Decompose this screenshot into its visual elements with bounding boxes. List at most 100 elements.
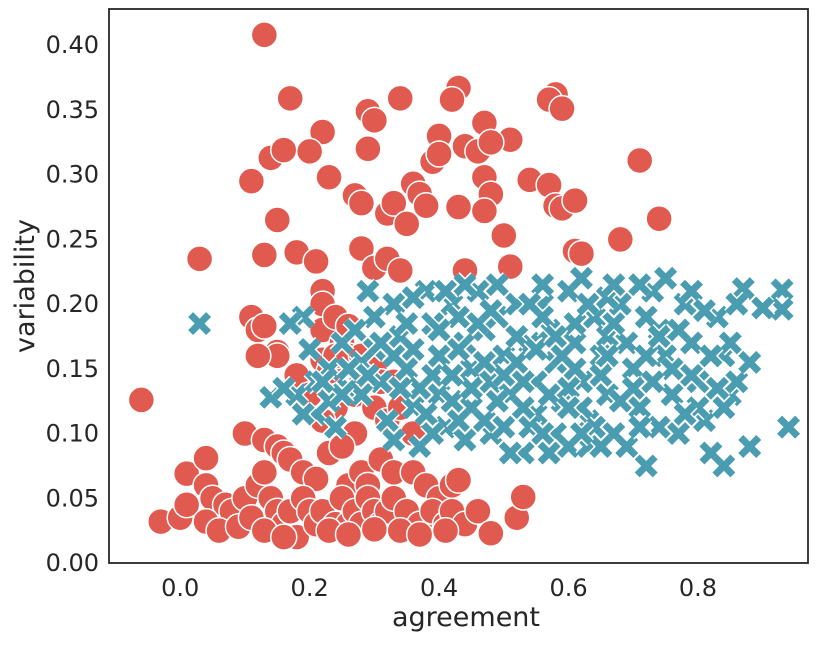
y-tick-label: 0.05 [46, 484, 99, 512]
data-point-cross [400, 285, 426, 311]
data-point-cross [724, 291, 750, 317]
data-point-cross [510, 369, 536, 395]
data-point-circle [192, 444, 220, 472]
data-point-cross [504, 323, 530, 350]
data-point-cross [452, 272, 478, 298]
data-point-circle [548, 94, 576, 123]
data-point-circle [360, 515, 389, 544]
data-point-cross [277, 311, 303, 337]
data-point-circle [263, 206, 292, 234]
data-point-cross [348, 382, 374, 408]
data-point-cross [420, 421, 446, 447]
data-point-cross [439, 362, 465, 388]
data-point-cross [672, 401, 698, 427]
data-point-cross [717, 330, 743, 356]
data-point-circle [380, 189, 408, 217]
data-point-cross [653, 265, 679, 291]
data-point-cross [355, 278, 381, 304]
data-point-cross [445, 304, 472, 330]
data-point-circle [470, 197, 499, 225]
data-point-cross [601, 311, 627, 337]
x-tick-label: 0.0 [161, 574, 199, 602]
data-point-cross [458, 375, 484, 401]
data-point-cross [335, 356, 362, 382]
data-point-cross [374, 408, 400, 434]
data-point-cross [439, 388, 465, 414]
data-point-cross [497, 440, 523, 466]
data-point-cross [536, 440, 562, 466]
y-axis-label: variability [10, 219, 41, 353]
data-point-circle [185, 245, 214, 273]
data-point-circle [334, 520, 363, 549]
data-point-cross [394, 311, 420, 337]
y-tick-label: 0.10 [46, 420, 99, 448]
data-point-cross [530, 272, 556, 298]
x-axis-ticks: 0.0 0.2 0.4 0.6 0.8 [161, 574, 717, 602]
data-point-cross [659, 356, 685, 382]
data-point-cross [510, 395, 536, 421]
x-tick-label: 0.2 [291, 574, 329, 602]
data-point-cross [678, 362, 705, 388]
data-point-cross [594, 343, 620, 369]
data-point-cross [627, 414, 653, 440]
data-point-circle [302, 465, 330, 493]
data-point-cross [633, 453, 659, 479]
data-point-cross [433, 278, 459, 304]
data-point-cross [297, 336, 323, 362]
data-point-cross [445, 408, 472, 434]
data-point-circle [360, 106, 389, 135]
data-point-circle [496, 252, 525, 281]
data-point-circle [250, 458, 279, 487]
data-point-circle [444, 466, 473, 494]
data-point-circle [244, 342, 272, 370]
x-axis-label: agreement [392, 602, 540, 633]
data-point-cross [426, 317, 452, 343]
data-point-cross [588, 362, 614, 388]
data-point-cross [691, 298, 717, 324]
data-point-cross [484, 388, 510, 414]
data-point-circle [315, 163, 343, 192]
data-point-circle [270, 523, 298, 551]
data-point-cross [627, 272, 653, 298]
data-point-cross [750, 295, 776, 321]
data-point-cross [426, 343, 452, 369]
y-tick-label: 0.15 [46, 355, 99, 383]
data-point-cross [769, 296, 795, 322]
data-point-circle [606, 225, 635, 254]
data-point-cross [381, 427, 407, 453]
data-point-circle [347, 189, 376, 217]
data-point-cross [704, 375, 730, 401]
data-point-circle [490, 221, 518, 250]
data-point-circle [354, 135, 382, 163]
data-point-cross [471, 408, 497, 434]
x-tick-label: 0.8 [679, 574, 717, 602]
data-point-cross [187, 311, 213, 337]
data-point-cross [711, 395, 737, 421]
data-point-circle [302, 247, 330, 276]
data-point-circle [250, 241, 279, 269]
y-tick-label: 0.40 [46, 31, 99, 59]
y-tick-label: 0.20 [46, 290, 99, 318]
data-point-circle [405, 520, 434, 549]
data-point-cross [666, 317, 692, 343]
data-point-circle [438, 85, 466, 114]
data-point-cross [491, 414, 517, 440]
data-point-cross [478, 298, 504, 324]
data-point-circle [567, 239, 596, 268]
y-tick-label: 0.35 [46, 96, 99, 124]
data-point-cross [381, 291, 407, 317]
data-point-circle [250, 312, 279, 340]
data-point-cross [491, 362, 517, 388]
data-point-circle [276, 84, 304, 113]
data-point-circle [509, 483, 537, 511]
data-point-cross [530, 421, 556, 447]
data-point-cross [737, 433, 763, 460]
data-point-circle [625, 146, 654, 175]
data-point-cross [724, 369, 750, 395]
data-point-cross [562, 311, 588, 337]
x-tick-label: 0.6 [549, 574, 587, 602]
data-point-cross [614, 433, 640, 460]
data-point-circle [425, 140, 453, 168]
data-point-cross [678, 278, 705, 304]
data-point-cross [445, 336, 472, 362]
